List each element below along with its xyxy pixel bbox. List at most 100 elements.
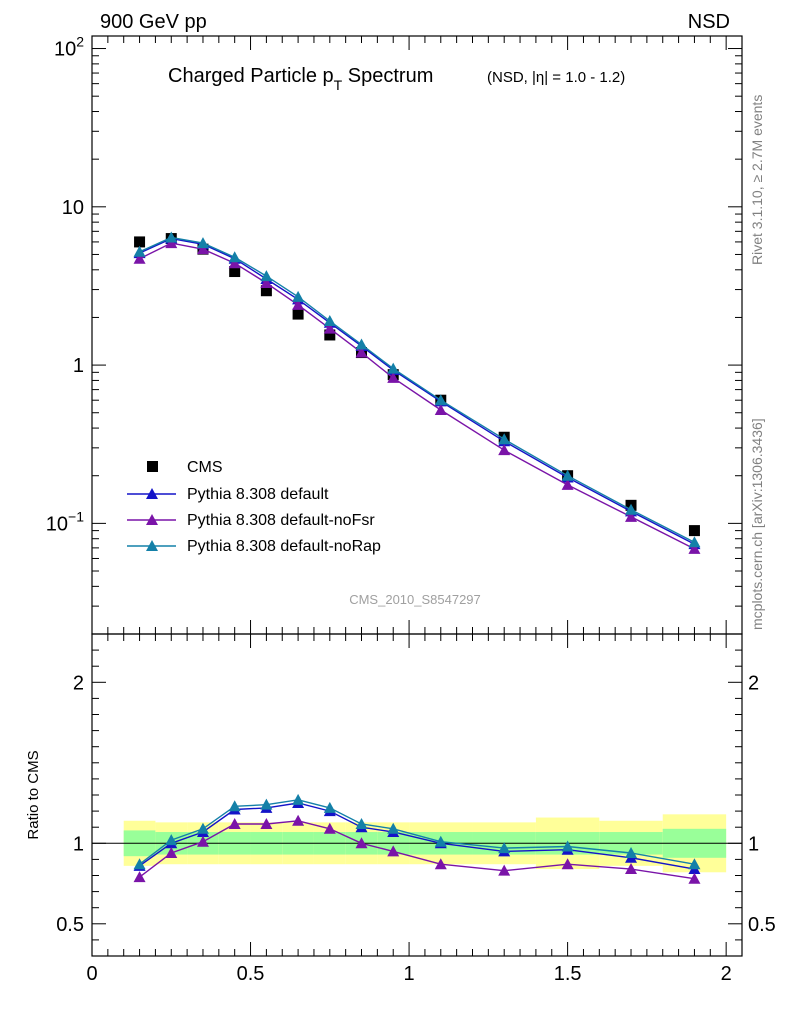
energy-label: 900 GeV pp bbox=[100, 11, 207, 33]
x-tick-label: 1 bbox=[404, 963, 415, 985]
ratio-plot-frame bbox=[91, 633, 743, 957]
ratio-point-pythia-8-308-default-nofsr bbox=[625, 863, 638, 875]
data-point-pythia-8-308-default-nofsr bbox=[498, 444, 511, 456]
legend-label-cms: CMS bbox=[187, 459, 223, 476]
ratio-point-pythia-8-308-default-nofsr bbox=[387, 845, 400, 857]
data-point-pythia-8-308-default-norap bbox=[196, 237, 209, 249]
main-series-layer bbox=[133, 231, 701, 554]
ratio-y-tick-label-right: 0.5 bbox=[748, 914, 776, 936]
data-point-pythia-8-308-default-nofsr bbox=[228, 257, 241, 269]
ratio-point-pythia-8-308-default-nofsr bbox=[292, 814, 305, 826]
data-point-cms bbox=[292, 308, 304, 320]
ratio-panel: 0 0.5 1 1.5 2 0.5 0.5 1 1 2 2 Ratio to CMS bbox=[25, 633, 776, 985]
data-point-pythia-8-308-default-nofsr bbox=[133, 252, 146, 264]
chart-subtitle: (NSD, |η| = 1.0 - 1.2) bbox=[487, 69, 625, 86]
ratio-point-pythia-8-308-default-norap bbox=[196, 822, 209, 834]
ratio-series-layer bbox=[133, 793, 701, 884]
series-line-pythia-8-308-default-nofsr bbox=[139, 242, 695, 550]
ratio-point-pythia-8-308-default-norap bbox=[228, 800, 241, 812]
analysis-id-watermark: CMS_2010_S8547297 bbox=[349, 592, 481, 607]
ratio-point-pythia-8-308-default-nofsr bbox=[228, 817, 241, 829]
ratio-point-pythia-8-308-default-norap bbox=[260, 798, 273, 810]
data-point-pythia-8-308-default-nofsr bbox=[561, 478, 574, 490]
ratio-y-tick-label-right: 1 bbox=[748, 833, 759, 855]
x-tick-label: 0.5 bbox=[237, 963, 265, 985]
main-y-tick-label: 10 bbox=[62, 197, 84, 219]
data-point-pythia-8-308-default-nofsr bbox=[355, 346, 368, 358]
data-point-cms bbox=[229, 266, 241, 278]
data-point-pythia-8-308-default-norap bbox=[260, 270, 273, 282]
data-point-pythia-8-308-default-nofsr bbox=[165, 237, 178, 249]
legend: CMS Pythia 8.308 default Pythia 8.308 de… bbox=[127, 459, 381, 555]
ratio-y-tick-label-left: 2 bbox=[73, 672, 84, 694]
legend-marker-nofsr bbox=[146, 514, 158, 525]
legend-label-norap: Pythia 8.308 default-noRap bbox=[187, 538, 381, 555]
data-point-pythia-8-308-default-norap bbox=[561, 469, 574, 481]
data-point-pythia-8-308-default-norap bbox=[434, 394, 447, 406]
ratio-point-pythia-8-308-default-norap bbox=[625, 846, 638, 858]
ratio-point-pythia-8-308-default-norap bbox=[165, 834, 178, 846]
ratio-axis-ticks: 0 0.5 1 1.5 2 0.5 0.5 1 1 2 2 bbox=[56, 634, 776, 985]
ratio-point-pythia-8-308-default-nofsr bbox=[260, 817, 273, 829]
data-point-pythia-8-308-default-norap bbox=[355, 338, 368, 350]
ratio-point-pythia-8-308-default-norap bbox=[498, 842, 511, 854]
ratio-line-pythia-8-308-default bbox=[139, 802, 695, 870]
data-point-pythia-8-308-default-norap bbox=[228, 251, 241, 263]
data-point-pythia-8-308-default-norap bbox=[292, 290, 305, 302]
data-point-cms bbox=[260, 285, 272, 297]
data-point-pythia-8-308-default-norap bbox=[688, 536, 701, 548]
ratio-y-tick-label-right: 2 bbox=[748, 672, 759, 694]
ratio-point-pythia-8-308-default-nofsr bbox=[561, 858, 574, 870]
data-point-cms bbox=[134, 236, 146, 248]
ratio-point-pythia-8-308-default-nofsr bbox=[355, 837, 368, 849]
data-point-pythia-8-308-default-norap bbox=[625, 503, 638, 515]
ratio-point-pythia-8-308-default-norap bbox=[133, 858, 146, 870]
data-point-pythia-8-308-default-norap bbox=[165, 231, 178, 243]
legend-marker-default bbox=[146, 488, 158, 499]
data-point-pythia-8-308-default-norap bbox=[387, 362, 400, 374]
ratio-point-pythia-8-308-default-norap bbox=[434, 835, 447, 847]
data-point-pythia-8-308-default-nofsr bbox=[434, 404, 447, 416]
data-point-pythia-8-308-default-norap bbox=[323, 314, 336, 326]
data-point-pythia-8-308-default-nofsr bbox=[292, 298, 305, 310]
ratio-point-pythia-8-308-default-norap bbox=[561, 840, 574, 852]
ratio-point-pythia-8-308-default-norap bbox=[323, 801, 336, 813]
ratio-point-pythia-8-308-default-nofsr bbox=[133, 871, 146, 883]
x-tick-label: 2 bbox=[721, 963, 732, 985]
mcplots-label: mcplots.cern.ch [arXiv:1306.3436] bbox=[749, 418, 765, 630]
ratio-y-tick-label-left: 1 bbox=[73, 833, 84, 855]
ratio-point-pythia-8-308-default-nofsr bbox=[688, 872, 701, 884]
series-line-pythia-8-308-default bbox=[139, 237, 695, 545]
data-point-pythia-8-308-default-nofsr bbox=[323, 322, 336, 334]
ratio-point-pythia-8-308-default-nofsr bbox=[323, 822, 336, 834]
ratio-point-pythia-8-308-default-norap bbox=[355, 817, 368, 829]
main-y-tick-label: 102 bbox=[54, 34, 84, 61]
chart-title: Charged Particle pT Spectrum bbox=[168, 65, 433, 93]
ratio-point-pythia-8-308-default-norap bbox=[292, 793, 305, 805]
legend-marker-norap bbox=[146, 540, 158, 551]
legend-label-default: Pythia 8.308 default bbox=[187, 486, 329, 503]
series-line-pythia-8-308-default-norap bbox=[139, 236, 695, 543]
ratio-point-pythia-8-308-default-nofsr bbox=[498, 864, 511, 876]
x-tick-label: 0 bbox=[86, 963, 97, 985]
data-point-pythia-8-308-default-nofsr bbox=[688, 542, 701, 554]
ratio-line-pythia-8-308-default-norap bbox=[139, 799, 695, 865]
main-y-tick-label: 1 bbox=[73, 355, 84, 377]
ratio-line-pythia-8-308-default-nofsr bbox=[139, 820, 695, 880]
ratio-point-pythia-8-308-default-nofsr bbox=[196, 835, 209, 847]
data-point-pythia-8-308-default-nofsr bbox=[260, 277, 273, 289]
data-point-pythia-8-308-default-norap bbox=[133, 245, 146, 257]
x-tick-label: 1.5 bbox=[554, 963, 582, 985]
chart-title-subscript: T bbox=[334, 77, 343, 93]
ratio-point-pythia-8-308-default-norap bbox=[387, 822, 400, 834]
process-label: NSD bbox=[688, 11, 730, 33]
legend-label-nofsr: Pythia 8.308 default-noFsr bbox=[187, 512, 375, 529]
ratio-point-pythia-8-308-default-nofsr bbox=[434, 858, 447, 870]
main-y-tick-label: 10−1 bbox=[46, 508, 84, 535]
data-point-pythia-8-308-default-nofsr bbox=[625, 510, 638, 522]
ratio-y-tick-label-left: 0.5 bbox=[56, 914, 84, 936]
ratio-point-pythia-8-308-default-nofsr bbox=[165, 846, 178, 858]
main-axis-ticks: 10−1 1 10 102 bbox=[46, 34, 742, 635]
data-point-cms bbox=[688, 525, 700, 537]
